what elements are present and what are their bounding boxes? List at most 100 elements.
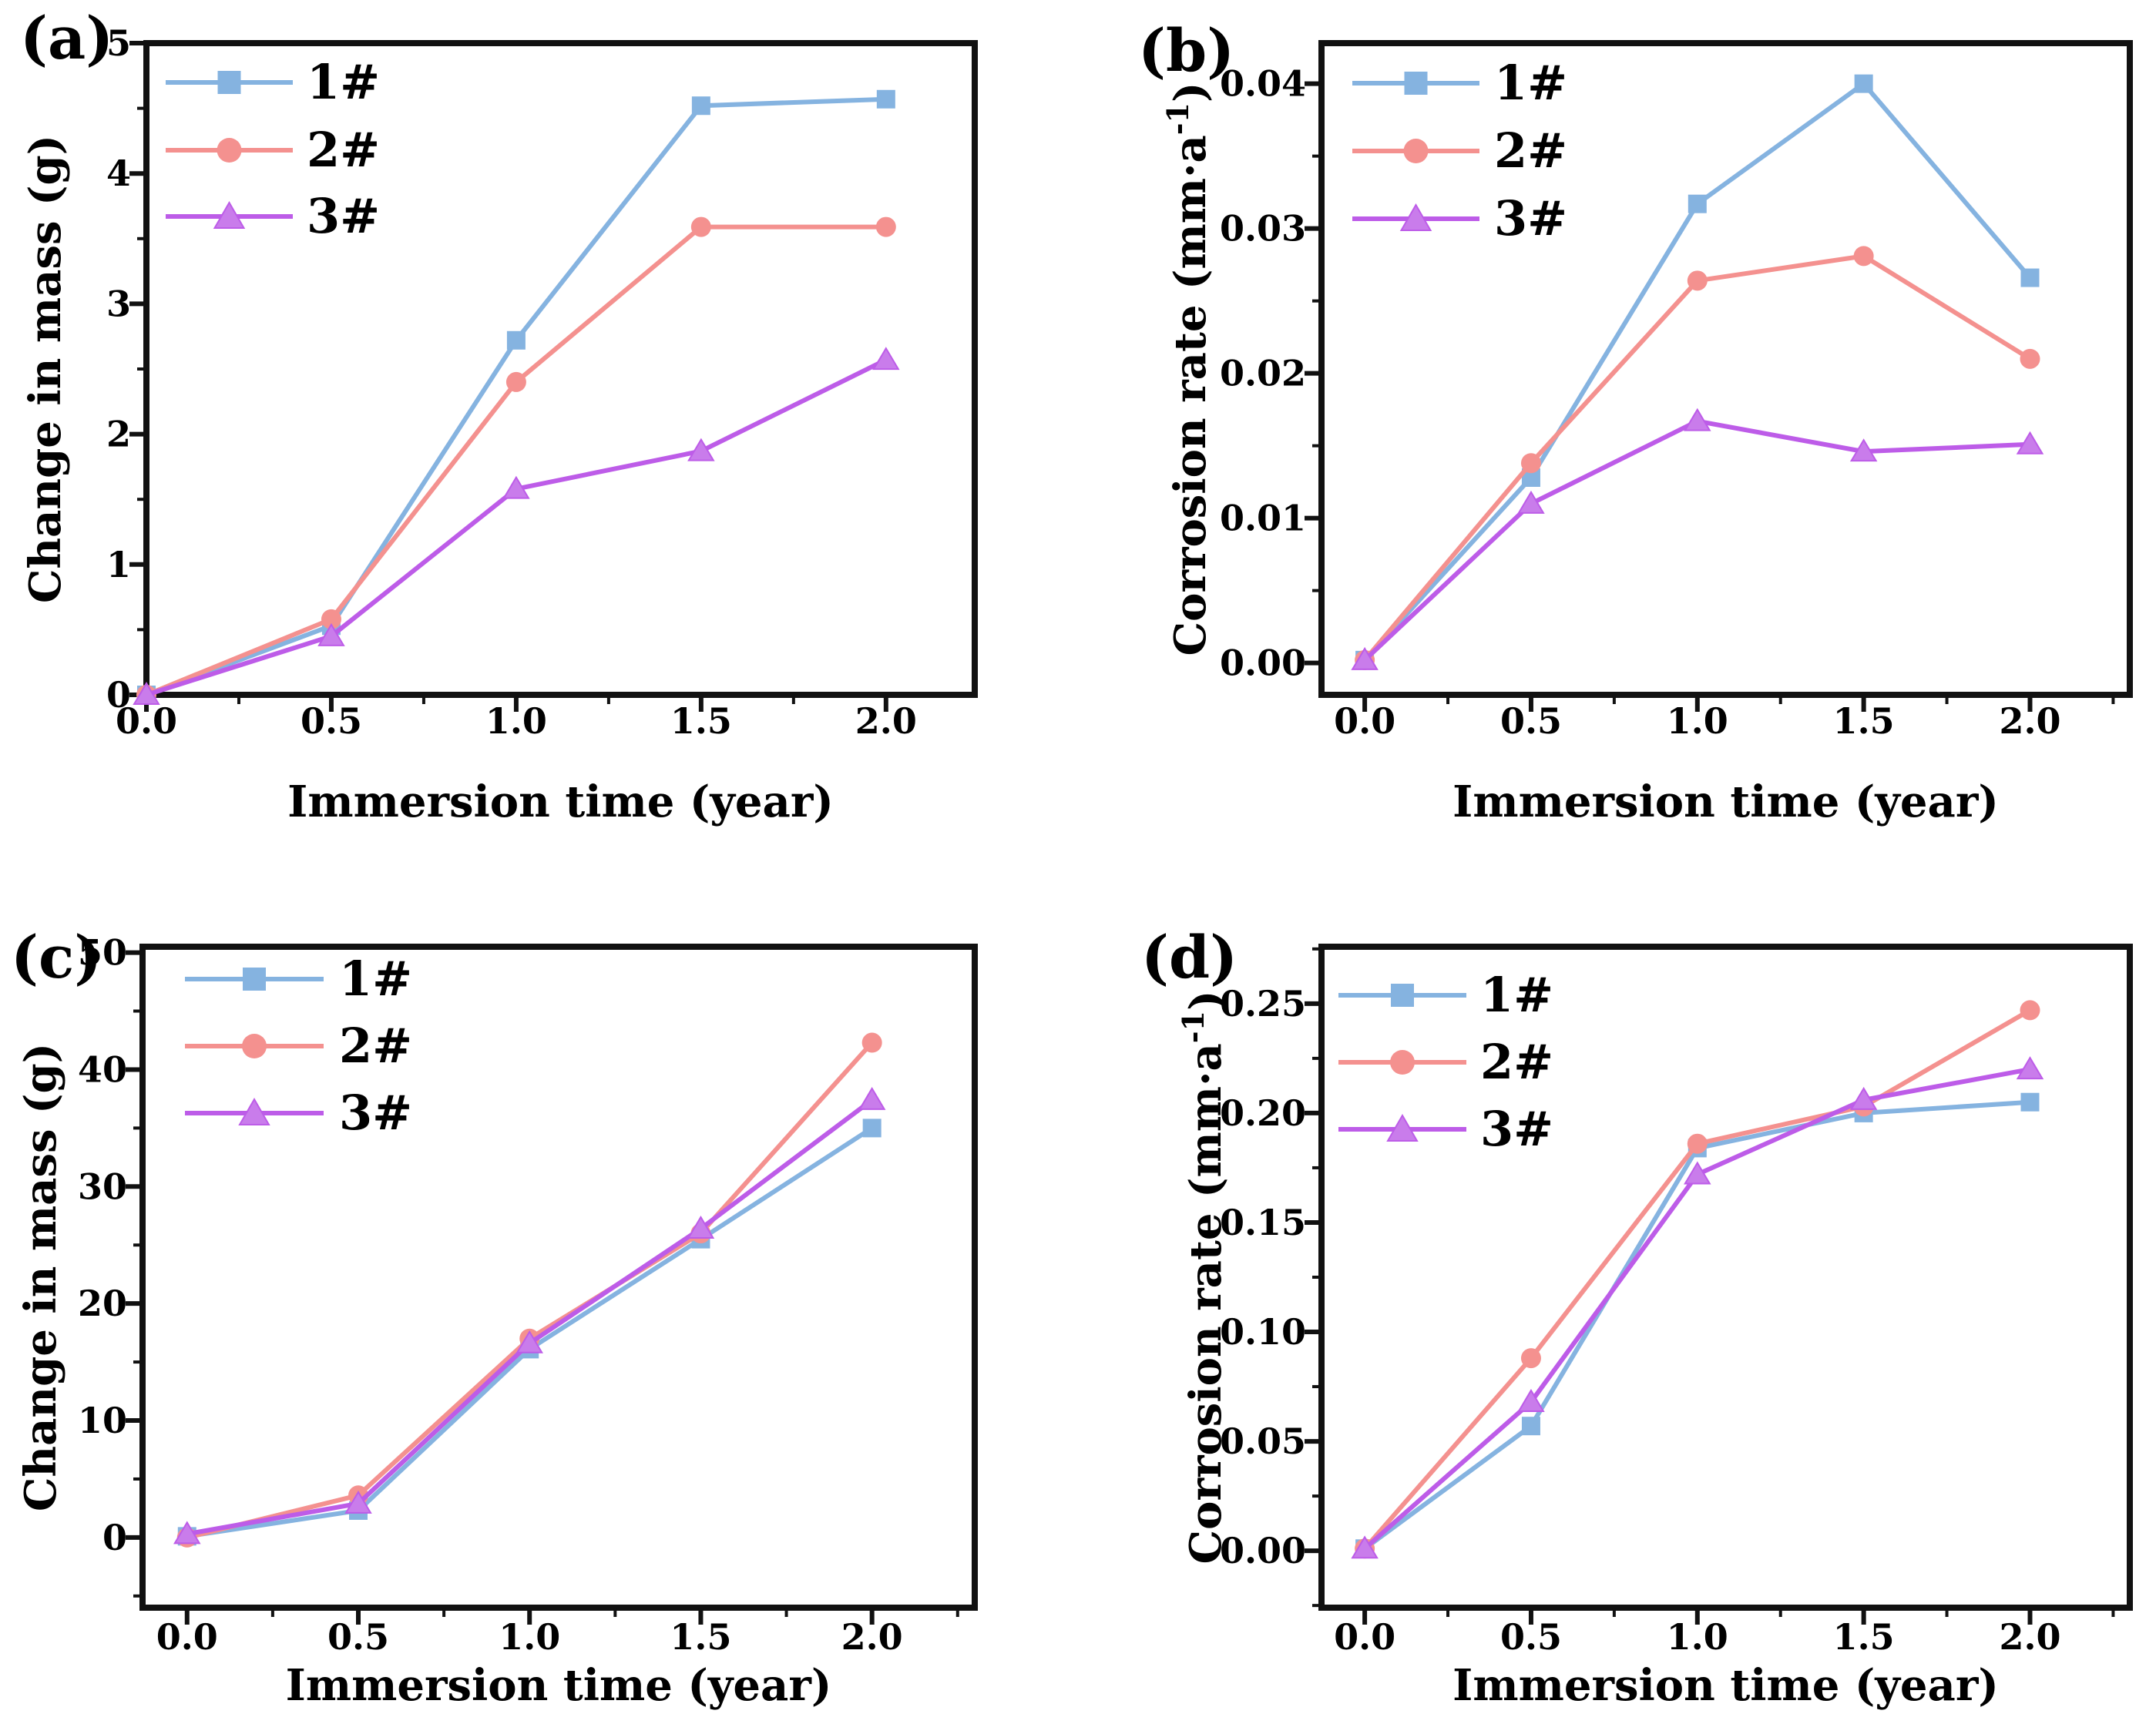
- y-axis-title: Change in mass (g): [15, 1043, 66, 1511]
- y-tick-label: 0.03: [1220, 208, 1306, 250]
- panel-a-letter: (a): [20, 4, 114, 72]
- data-point-triangle: [1684, 1161, 1711, 1185]
- x-tick-label: 0.5: [327, 1616, 389, 1658]
- y-tick-label: 0.10: [1220, 1311, 1306, 1353]
- legend-label: 1#: [1480, 967, 1553, 1023]
- data-point-circle: [861, 1032, 882, 1053]
- panel-b-chart: 0.0 0.5 1.0 1.5 2.0 0.00 0.01 0.02 0.03 0.04 Immer…: [1160, 40, 2133, 827]
- data-point-square: [1854, 74, 1873, 93]
- x-tick-label: 0.5: [301, 700, 362, 742]
- x-axis-title: Immersion time (year): [1452, 776, 1999, 827]
- y-tick-label: 4: [106, 153, 131, 194]
- data-point-triangle: [1849, 1086, 1878, 1110]
- y-tick-label: 10: [78, 1400, 127, 1441]
- data-point-circle: [1687, 1133, 1708, 1154]
- y-tick-label: 1: [106, 544, 131, 585]
- data-point-square: [1521, 1417, 1540, 1436]
- data-point-triangle: [173, 1521, 201, 1545]
- x-tick-label: 1.5: [670, 700, 732, 742]
- data-point-circle: [690, 216, 711, 237]
- x-tick-label: 1.0: [1667, 700, 1728, 742]
- plot-frame: [143, 40, 978, 698]
- legend-label: 2#: [1480, 1034, 1553, 1090]
- data-point-triangle: [1849, 438, 1878, 462]
- data-point-triangle: [2016, 1056, 2044, 1080]
- data-point-triangle: [858, 1086, 886, 1110]
- data-point-square: [217, 71, 241, 94]
- data-point-circle: [1853, 246, 1874, 267]
- panel-c-letter: (c): [11, 923, 102, 991]
- data-point-circle: [1403, 139, 1429, 163]
- x-axis-title: Immersion time (year): [287, 776, 834, 827]
- legend-label: 2#: [1494, 122, 1567, 179]
- data-point-triangle: [515, 1330, 543, 1353]
- data-point-square: [1404, 72, 1428, 95]
- x-tick-label: 1.0: [1667, 1616, 1728, 1658]
- legend-label: 3#: [1480, 1101, 1553, 1157]
- legend-label: 1#: [307, 54, 380, 110]
- data-point-circle: [1520, 453, 1541, 474]
- data-point-circle: [242, 1034, 267, 1058]
- x-tick-label: 2.0: [1999, 1616, 2060, 1658]
- plot-frame: [1318, 944, 2133, 1611]
- data-point-triangle: [133, 682, 160, 705]
- legend-label: 3#: [1494, 190, 1567, 247]
- panel-a-chart: 0.0 0.5 1.0 1.5 2.0 0 1 2 3 4 5 Immersion time (yea…: [20, 22, 978, 827]
- y-tick-label: 0.20: [1220, 1092, 1306, 1134]
- y-axis-title: Change in mass (g): [20, 135, 71, 603]
- panel-d-chart: 0.0 0.5 1.0 1.5 2.0 0.00 0.05 0.10 0.15 0.20 0.25 I…: [1176, 944, 2133, 1711]
- data-point-triangle: [687, 438, 715, 461]
- data-series-line: [145, 96, 886, 697]
- data-series-line: [1362, 253, 2032, 662]
- y-tick-label: 0.02: [1220, 353, 1306, 394]
- data-point-square: [2020, 1092, 2040, 1112]
- y-tick-label: 0.00: [1220, 1530, 1306, 1571]
- y-tick-label: 30: [78, 1166, 127, 1207]
- data-point-square: [2020, 268, 2040, 287]
- legend-label: 1#: [339, 951, 412, 1007]
- data-point-circle: [217, 138, 242, 163]
- y-tick-label: 50: [78, 932, 127, 974]
- panel-c: (c) 0.0 0.5 1.0 1.5 2.0 0 10 20 30 40 50 Immersion …: [0, 862, 1078, 1724]
- data-point-square: [691, 96, 710, 116]
- y-tick-label: 0.25: [1220, 983, 1306, 1025]
- x-tick-label: 2.0: [855, 700, 917, 742]
- data-point-circle: [1687, 270, 1708, 291]
- x-tick-label: 0.0: [1334, 1616, 1395, 1658]
- y-tick-label: 5: [106, 22, 131, 64]
- data-point-circle: [2020, 1000, 2040, 1021]
- y-tick-label: 0.05: [1220, 1420, 1306, 1462]
- data-point-triangle: [872, 347, 900, 371]
- data-series-line: [145, 224, 886, 697]
- data-point-triangle: [1399, 203, 1432, 231]
- data-series-line: [1362, 81, 2032, 662]
- x-tick-label: 0.5: [1500, 700, 1562, 742]
- data-point-square: [1391, 984, 1414, 1007]
- panel-b-letter: (b): [1138, 16, 1235, 85]
- data-point-triangle: [2016, 431, 2044, 454]
- data-point-square: [876, 89, 895, 109]
- x-tick-label: 1.0: [499, 1616, 560, 1658]
- data-point-triangle: [687, 1216, 715, 1239]
- x-tick-label: 0.0: [156, 1616, 218, 1658]
- plot-frame: [1318, 40, 2133, 698]
- data-point-square: [862, 1119, 882, 1138]
- data-point-triangle: [317, 622, 345, 646]
- data-point-circle: [1390, 1050, 1415, 1075]
- y-tick-label: 0.04: [1220, 63, 1306, 105]
- x-axis-title: Immersion time (year): [286, 1660, 832, 1711]
- x-tick-label: 0.0: [1334, 700, 1395, 742]
- x-tick-label: 1.5: [1833, 1616, 1895, 1658]
- data-series-line: [186, 1041, 874, 1540]
- plot-frame: [139, 944, 978, 1611]
- data-point-triangle: [1517, 1388, 1545, 1412]
- panel-b: (b) 0.0 0.5 1.0 1.5 2.0 0.00 0.01 0.02 0.03 0.04 I…: [1078, 0, 2156, 862]
- panel-d: (d) 0.0 0.5 1.0 1.5 2.0 0.00 0.05 0.10 0.15 0.20 0…: [1078, 862, 2156, 1724]
- data-point-triangle: [344, 1490, 372, 1514]
- y-tick-label: 40: [78, 1048, 127, 1090]
- y-axis-title: Corrosion rate (mm·a-1): [1160, 82, 1216, 656]
- legend-label: 1#: [1494, 55, 1567, 111]
- y-axis-title: Corrosion rate (mm·a-1): [1176, 991, 1231, 1565]
- data-point-triangle: [1351, 646, 1379, 670]
